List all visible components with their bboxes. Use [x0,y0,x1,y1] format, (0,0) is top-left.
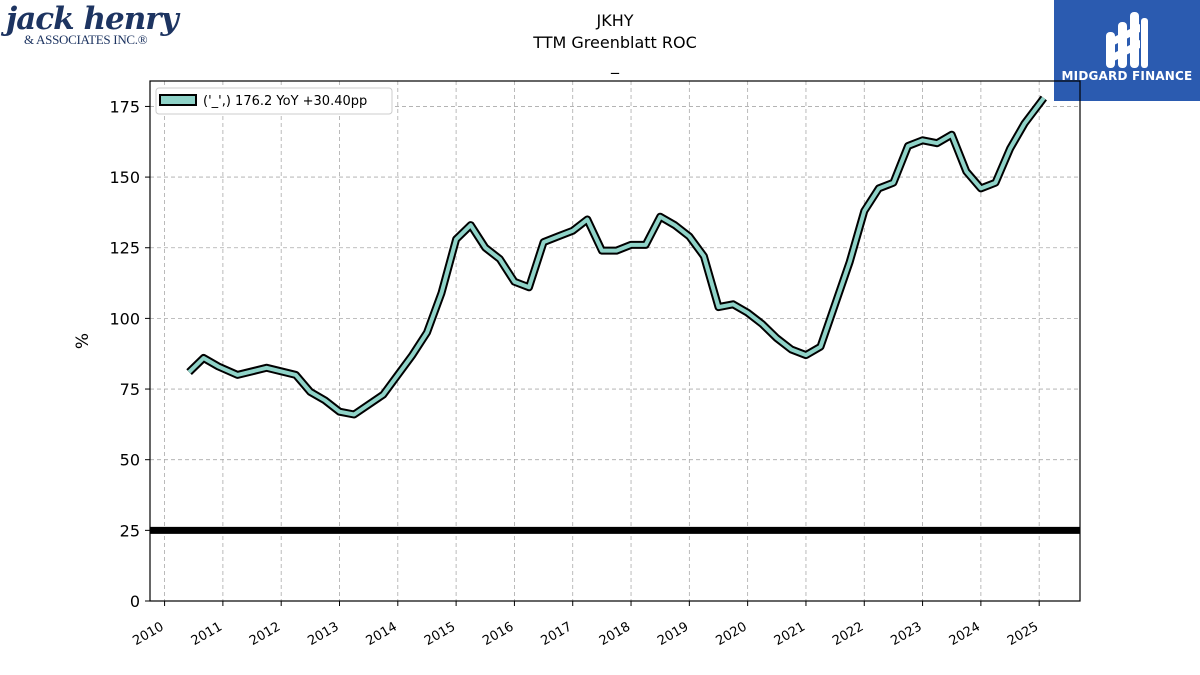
y-tick-label: 100 [109,309,140,328]
x-tick-label: 2024 [947,619,983,649]
legend: ('_',) 176.2 YoY +30.40pp [155,87,393,115]
x-tick-label: 2010 [130,619,166,649]
y-tick-label: 175 [109,97,140,116]
y-axis: 0 25 50 75 100 125 150 175 [109,97,150,611]
x-tick-label: 2018 [597,619,633,649]
chart-subtitle: _ [611,55,619,74]
plot-frame [149,80,1081,602]
x-tick-label: 2015 [422,619,458,649]
x-tick-label: 2012 [247,619,283,649]
midgard-finance-logo: MIDGARD FINANCE [1054,0,1200,101]
jack-henry-logo: jack henry & ASSOCIATES INC.® [6,4,206,48]
legend-entry: ('_',) 176.2 YoY +30.40pp [203,94,367,109]
x-tick-label: 2019 [655,619,691,649]
x-tick-label: 2020 [713,619,749,649]
y-axis-label: % [73,333,93,349]
logo-right-text: MIDGARD FINANCE [1061,69,1193,83]
series-line [187,96,1046,417]
x-tick-label: 2017 [539,619,575,649]
legend-swatch [159,94,197,106]
series-layer [186,95,1047,419]
x-tick-label: 2011 [189,619,225,649]
logo-sub-text: & ASSOCIATES INC.® [24,32,148,47]
y-tick-label: 0 [130,592,140,611]
x-axis: 2010 2011 2012 2013 2014 2015 2016 2017 2018 2019… [130,601,1041,649]
x-tick-label: 2025 [1005,619,1041,649]
chart-title: TTM Greenblatt ROC [533,33,697,52]
legend-box [155,87,393,115]
y-tick-label: 125 [109,239,140,258]
series-line-outline [186,95,1047,419]
x-tick-label: 2021 [772,619,808,649]
y-tick-label: 150 [109,168,140,187]
x-tick-label: 2016 [480,619,516,649]
midgard-emblem-icon [1106,12,1148,68]
x-tick-label: 2023 [888,619,924,649]
chart-title-ticker: JKHY [596,11,634,30]
x-tick-label: 2014 [364,619,400,649]
y-tick-label: 25 [120,521,140,540]
x-tick-label: 2013 [305,619,341,649]
logo-main-text: jack henry [6,1,179,37]
y-tick-label: 50 [120,451,140,470]
grid [150,81,1080,602]
x-tick-label: 2022 [830,619,866,649]
y-tick-label: 75 [120,380,140,399]
